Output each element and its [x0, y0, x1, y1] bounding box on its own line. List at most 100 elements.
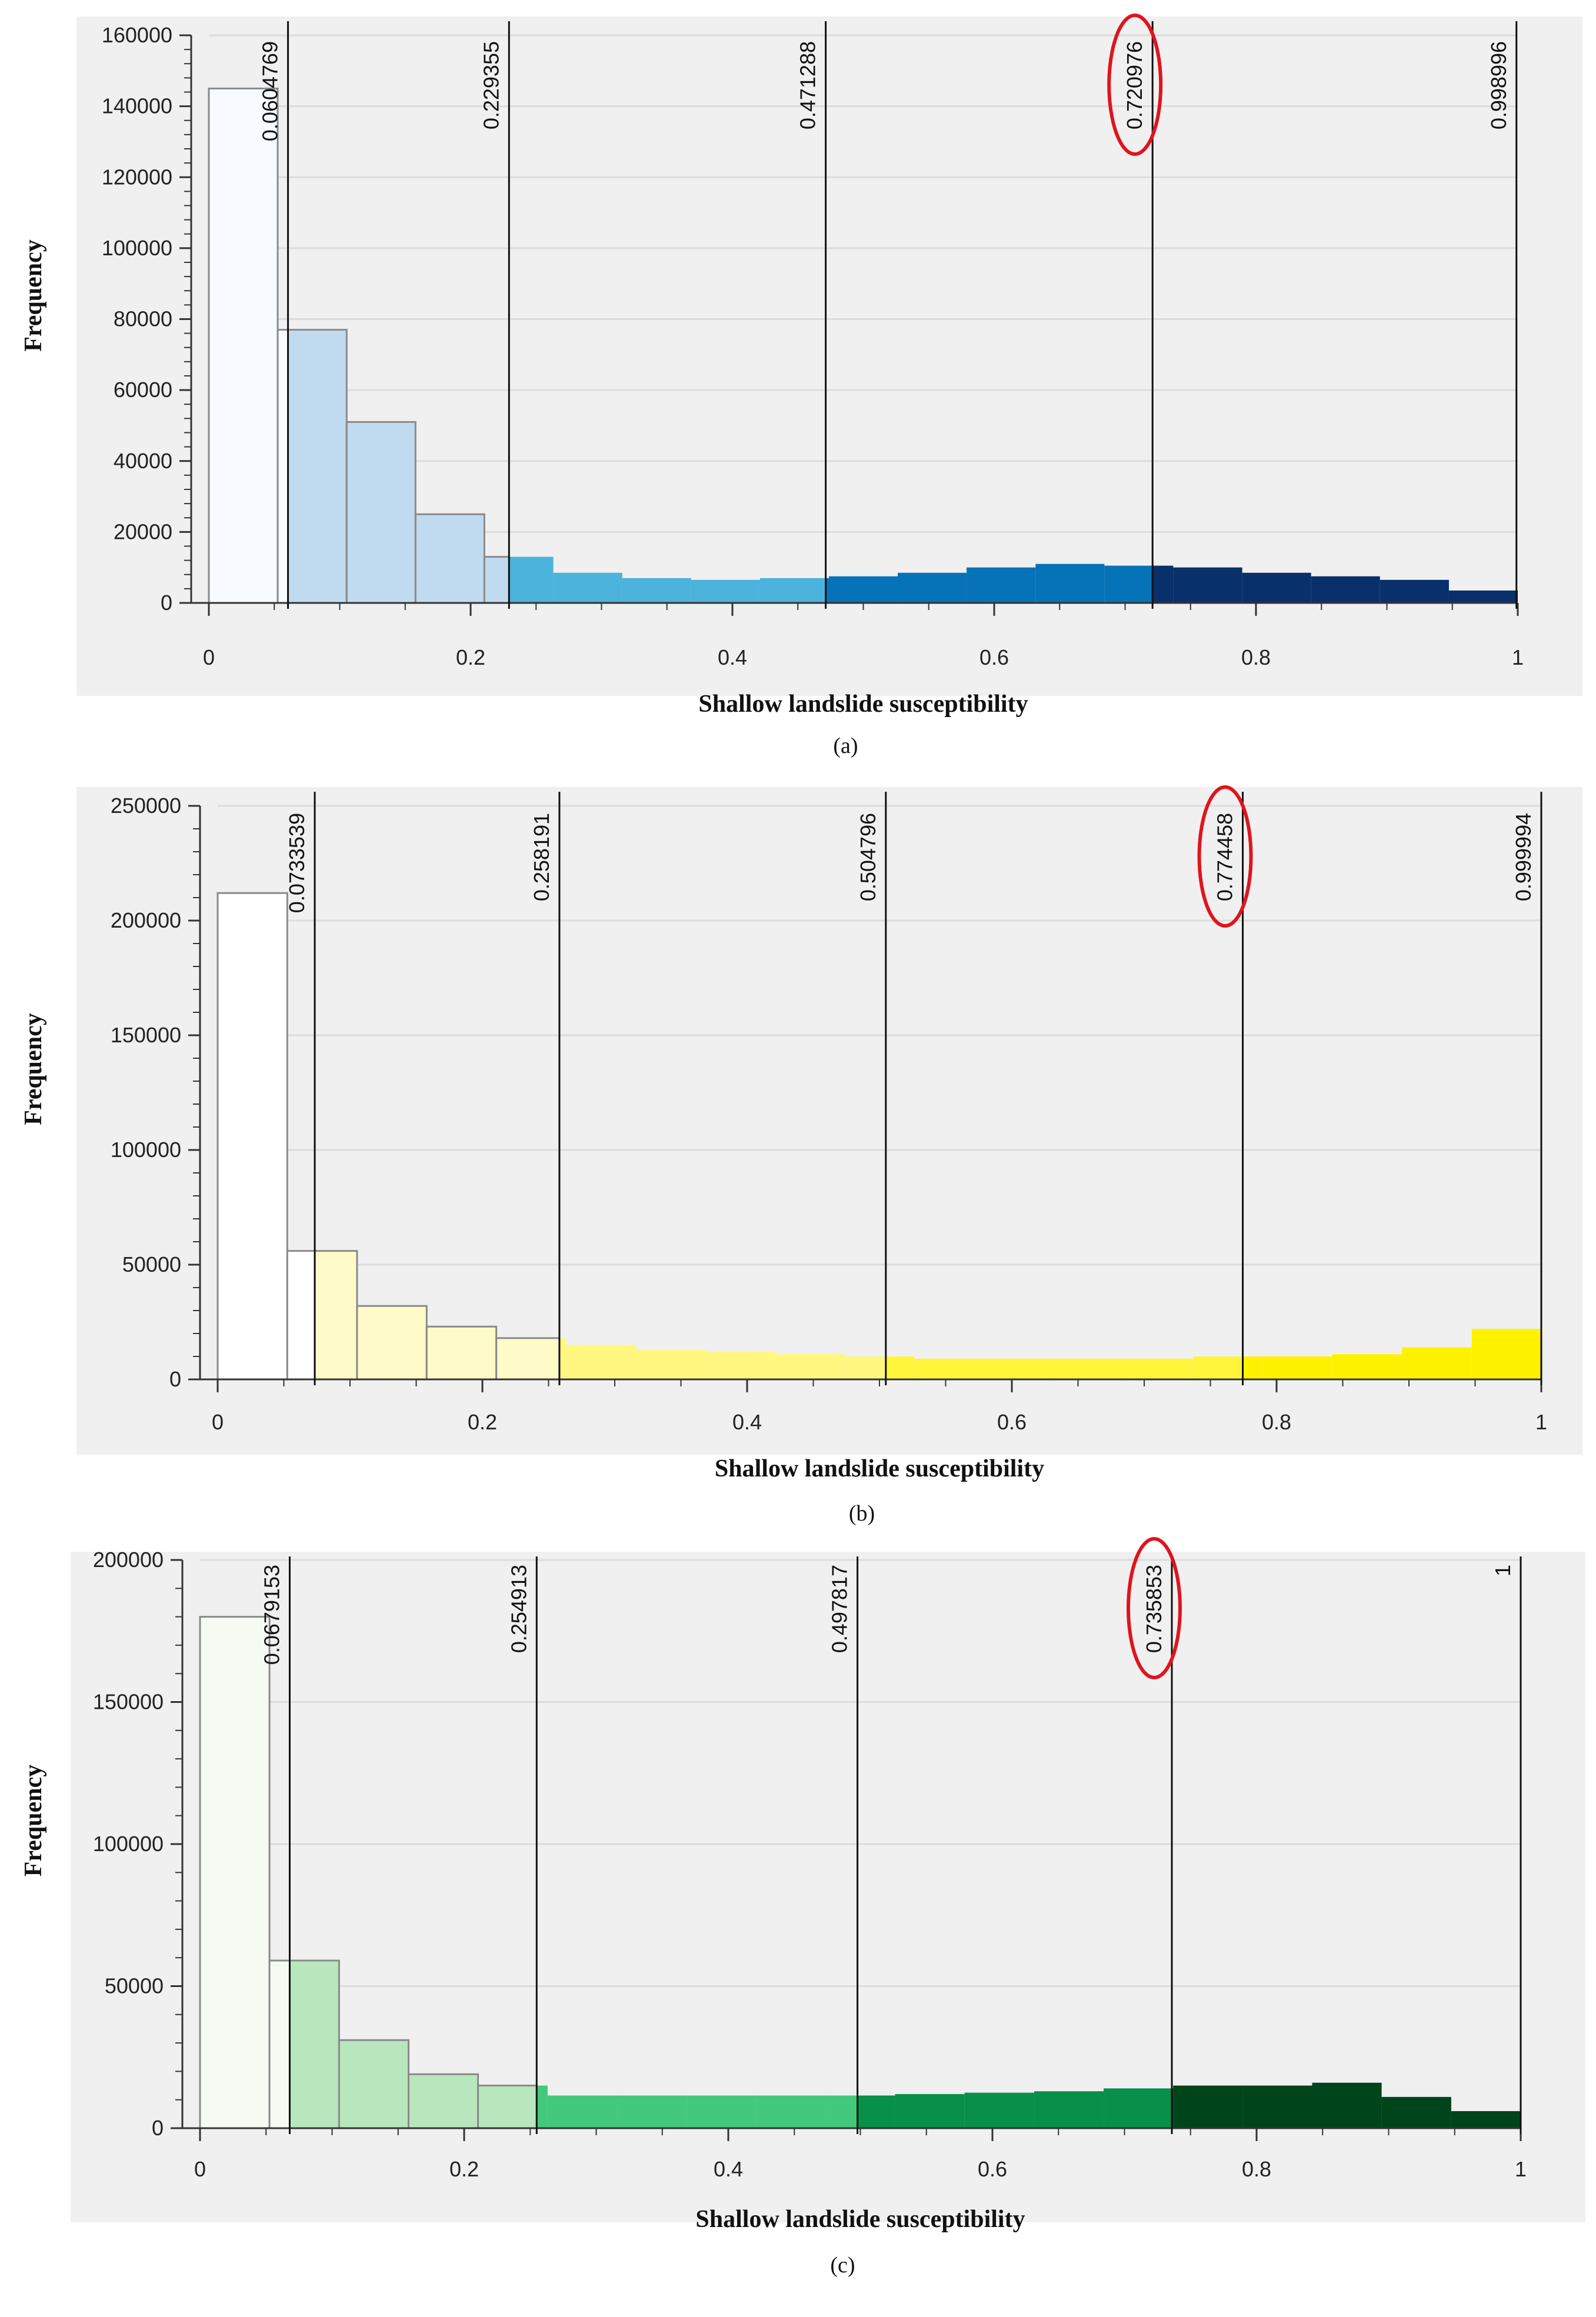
histogram-bar: [687, 2095, 757, 2128]
x-tick-label: 0.6: [978, 2157, 1007, 2181]
y-tick-label: 120000: [102, 165, 172, 189]
class-break-label: 0.471288: [796, 41, 820, 129]
y-tick-label: 0: [152, 2116, 164, 2140]
histogram-bar: [914, 1358, 984, 1379]
y-tick-label: 200000: [93, 1548, 164, 1572]
histogram-bar: [199, 1616, 271, 2129]
histogram-bar: [825, 2095, 858, 2128]
class-break-label: 0.0733539: [285, 813, 309, 913]
x-tick-label: 0: [212, 1410, 224, 1434]
histogram-bar: [1152, 565, 1174, 603]
class-break-label: 1: [1491, 1565, 1515, 1576]
highlight-ellipse: [1197, 785, 1253, 928]
histogram-bar: [314, 1250, 358, 1381]
x-tick-label: 0.2: [468, 1410, 497, 1434]
histogram-bar: [984, 1358, 1054, 1379]
x-tick-label: 0: [203, 645, 215, 669]
panel-caption: (b): [849, 1501, 875, 1526]
y-tick-label: 150000: [111, 1023, 181, 1047]
histogram-bar: [287, 329, 348, 604]
histogram-bar: [1173, 2085, 1243, 2128]
y-tick-label: 50000: [105, 1974, 164, 1998]
histogram-bar: [885, 1356, 915, 1379]
histogram-bar: [537, 2085, 548, 2128]
y-tick-label: 50000: [122, 1252, 181, 1276]
x-axis-title: Shallow landslide susceptibility: [715, 1455, 1044, 1482]
class-break-label: 0.0679153: [259, 1565, 284, 1665]
histogram-bar: [216, 892, 288, 1381]
y-tick-label: 100000: [102, 236, 172, 260]
histogram-bar: [691, 579, 760, 603]
histogram-chart-c: 0 50000 100000 150000 200000 0 0.2 0.4 0.6 0.8 1 0.…: [20, 1537, 1585, 2278]
x-tick-label: 1: [1512, 645, 1524, 669]
class-break-label: 0.258191: [529, 813, 554, 901]
class-break-label: 0.229355: [479, 41, 503, 129]
class-break-label: 0.774458: [1213, 813, 1237, 901]
histogram-panel-c: 0 50000 100000 150000 200000 0 0.2 0.4 0.6 0.8 1 0.…: [0, 1535, 1596, 2317]
histogram-bar: [356, 1305, 428, 1381]
highlight-ellipse: [1126, 1537, 1182, 1679]
class-break-label: 0.497817: [828, 1565, 852, 1653]
histogram-bar: [547, 2095, 617, 2128]
histogram-bar: [844, 1356, 886, 1379]
histogram-panel-a: 0 20000 40000 60000 80000 100000 120000 140000 1…: [0, 0, 1596, 771]
histogram-bar: [407, 2073, 479, 2129]
histogram-bar: [635, 1349, 705, 1379]
histogram-bar: [495, 1337, 561, 1381]
x-tick-label: 0.2: [449, 2157, 479, 2181]
histogram-bar: [425, 1325, 498, 1381]
x-tick-label: 0.4: [714, 2157, 743, 2181]
histogram-bar: [828, 576, 898, 603]
histogram-bar: [898, 572, 967, 603]
x-tick-label: 0.8: [1242, 2157, 1271, 2181]
histogram-bar: [1054, 1358, 1124, 1379]
histogram-bar: [705, 1352, 775, 1379]
highlight-ellipse: [1107, 14, 1163, 156]
histogram-bar: [553, 572, 622, 603]
x-tick-label: 1: [1515, 2157, 1527, 2181]
histogram-bar: [895, 2094, 965, 2128]
histogram-bar: [1035, 564, 1105, 603]
histogram-bar: [1192, 1356, 1243, 1379]
panel-caption: (a): [833, 734, 858, 758]
y-axis-title: Frequency: [20, 239, 47, 352]
histogram-bar: [509, 556, 554, 603]
class-break-label: 0.254913: [507, 1565, 531, 1653]
panel-caption: (c): [830, 2253, 855, 2278]
y-tick-label: 250000: [111, 794, 181, 818]
class-break-label: 0.999994: [1511, 813, 1535, 901]
histogram-bar: [345, 421, 417, 604]
histogram-bar: [268, 1959, 291, 2129]
histogram-bar: [559, 1338, 567, 1379]
y-axis-title: Frequency: [20, 1013, 47, 1125]
x-tick-label: 0: [194, 2157, 206, 2181]
histogram-bar: [1034, 2091, 1104, 2128]
histogram-bar: [1448, 590, 1517, 603]
histogram-bar: [208, 87, 279, 604]
class-break-label: 0.504796: [856, 813, 880, 901]
histogram-bar: [775, 1354, 845, 1379]
histogram-bar: [857, 2095, 895, 2128]
histogram-bar: [414, 513, 485, 604]
histogram-bar: [276, 329, 289, 604]
x-tick-label: 0.4: [718, 645, 747, 669]
histogram-bar: [967, 567, 1036, 603]
histogram-bar: [759, 578, 826, 603]
histogram-bar: [1332, 1354, 1402, 1379]
histogram-bar: [288, 1959, 340, 2129]
class-break-label: 0.998996: [1487, 41, 1511, 129]
histogram-bar: [1380, 579, 1449, 603]
histogram-chart-b: 0 50000 100000 150000 200000 250000 0 0.2 0.4 0.6…: [20, 785, 1582, 1526]
histogram-bar: [1123, 1358, 1193, 1379]
histogram-bar: [617, 2095, 687, 2128]
histogram-bar: [1242, 572, 1311, 603]
histogram-bar: [483, 556, 510, 604]
histogram-bar: [566, 1345, 636, 1379]
histogram-bar: [1242, 2085, 1312, 2128]
x-tick-label: 0.8: [1262, 1410, 1291, 1434]
histogram-bar: [1402, 1347, 1472, 1379]
histogram-bar: [622, 578, 691, 603]
y-tick-label: 200000: [111, 908, 181, 932]
histogram-bar: [1451, 2111, 1521, 2128]
histogram-bar: [1173, 567, 1242, 603]
